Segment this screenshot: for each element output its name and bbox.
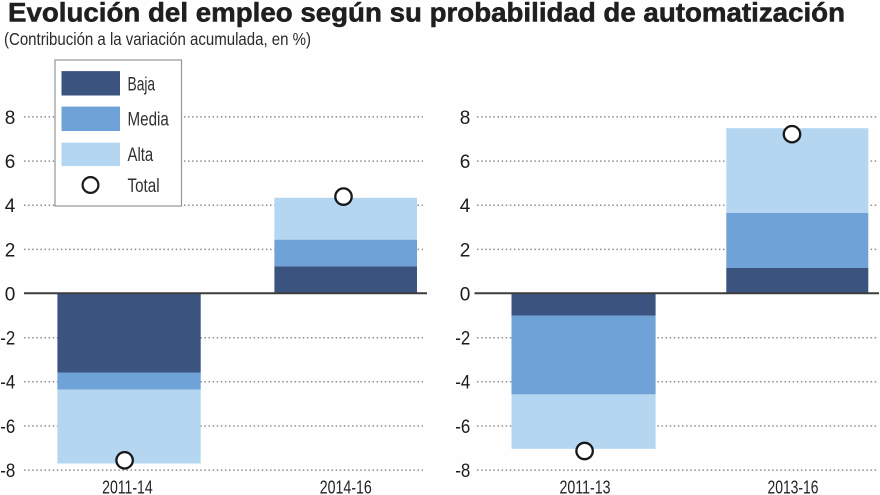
svg-text:Baja: Baja (128, 75, 156, 96)
svg-text:Alta: Alta (128, 145, 154, 166)
svg-text:-8: -8 (455, 461, 470, 482)
svg-text:2: 2 (5, 240, 16, 261)
svg-text:4: 4 (5, 196, 16, 217)
svg-text:-8: -8 (0, 461, 15, 482)
svg-text:2: 2 (460, 240, 471, 261)
svg-text:Media: Media (128, 110, 170, 131)
svg-text:-4: -4 (0, 373, 15, 394)
svg-text:2011-13: 2011-13 (560, 477, 611, 495)
svg-text:-2: -2 (0, 329, 15, 350)
svg-text:0: 0 (460, 284, 471, 305)
svg-text:8: 8 (5, 108, 16, 129)
svg-text:-4: -4 (455, 373, 470, 394)
svg-text:0: 0 (5, 284, 16, 305)
svg-text:2013-16: 2013-16 (768, 477, 819, 495)
svg-text:-6: -6 (455, 417, 470, 438)
svg-text:8: 8 (460, 108, 471, 129)
svg-text:Total: Total (128, 176, 160, 197)
svg-text:2011-14: 2011-14 (102, 477, 153, 495)
svg-text:(Contribución a la variación a: (Contribución a la variación acumulada, … (4, 29, 311, 49)
svg-text:Evolución del empleo según su: Evolución del empleo según su probabilid… (8, 0, 845, 28)
svg-text:6: 6 (460, 152, 471, 173)
svg-text:2014-16: 2014-16 (320, 477, 372, 495)
svg-text:-6: -6 (0, 417, 15, 438)
svg-text:-2: -2 (455, 329, 470, 350)
svg-text:4: 4 (460, 196, 471, 217)
svg-text:6: 6 (5, 152, 16, 173)
